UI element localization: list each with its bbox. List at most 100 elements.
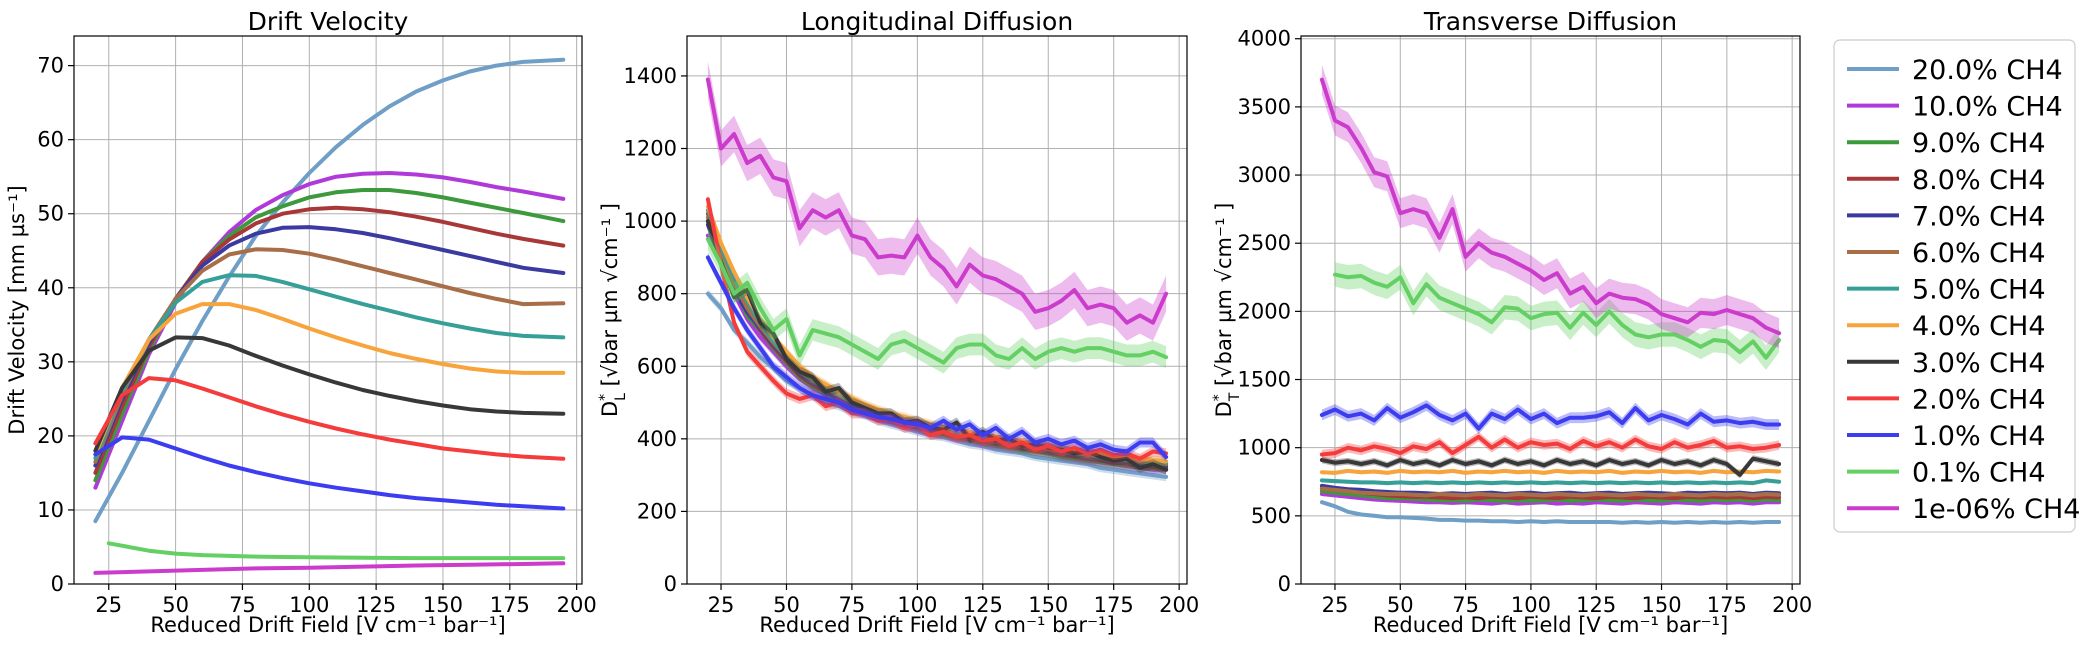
x-tick-label: 25 xyxy=(708,593,735,617)
series-line xyxy=(93,435,566,511)
legend-entry: 8.0% CH4 xyxy=(1847,165,2046,196)
series-line xyxy=(1319,434,1782,457)
legend-label: 6.0% CH4 xyxy=(1912,238,2046,269)
series-line xyxy=(93,376,566,461)
series-line xyxy=(93,273,566,461)
y-tick-label: 10 xyxy=(37,498,64,522)
y-tick-label: 30 xyxy=(37,350,64,374)
series-line xyxy=(1319,500,1782,525)
series-band xyxy=(707,289,1167,482)
y-tick-label: 200 xyxy=(637,499,677,523)
x-tick-label: 150 xyxy=(423,593,463,617)
plot-frame xyxy=(73,35,583,585)
y-tick-label: 40 xyxy=(37,276,64,300)
y-tick-label: 3000 xyxy=(1238,163,1291,187)
x-tick-label: 150 xyxy=(1028,593,1068,617)
series-line xyxy=(705,77,1169,325)
x-tick-label: 100 xyxy=(1511,593,1551,617)
y-tick-label: 600 xyxy=(637,354,677,378)
x-tick-label: 125 xyxy=(963,593,1003,617)
y-tick-label: 1400 xyxy=(624,64,677,88)
y-tick-label: 1000 xyxy=(624,209,677,233)
x-axis-label: Reduced Drift Field [V cm⁻¹ bar⁻¹] xyxy=(759,613,1114,637)
series-line xyxy=(1319,478,1782,486)
legend-entry: 1e-06% CH4 xyxy=(1847,494,2080,525)
series-line xyxy=(705,255,1169,459)
series-line xyxy=(93,561,566,575)
legend-label: 20.0% CH4 xyxy=(1912,55,2063,86)
series-line xyxy=(106,541,566,561)
legend-entry: 7.0% CH4 xyxy=(1847,201,2046,232)
legend-label: 1e-06% CH4 xyxy=(1912,494,2080,525)
x-tick-label: 75 xyxy=(839,593,866,617)
legend-entry: 3.0% CH4 xyxy=(1847,348,2046,379)
legend-entry: 9.0% CH4 xyxy=(1847,128,2046,159)
panel-title: Longitudinal Diffusion xyxy=(801,7,1073,36)
series-line xyxy=(93,225,566,468)
x-tick-label: 50 xyxy=(162,593,189,617)
y-axis-label: D*T [√bar µm √cm⁻¹ ] xyxy=(1211,203,1243,418)
series-line xyxy=(1319,77,1782,336)
legend-entry: 10.0% CH4 xyxy=(1847,92,2063,123)
x-tick-label: 125 xyxy=(356,593,396,617)
y-tick-label: 0 xyxy=(1278,572,1291,596)
legend: 20.0% CH4 10.0% CH4 9.0% CH4 8.0% CH4 7.0% C… xyxy=(1833,39,2080,533)
series-group xyxy=(93,57,566,575)
x-tick-label: 75 xyxy=(1452,593,1479,617)
series-band xyxy=(1321,455,1780,479)
legend-entry: 2.0% CH4 xyxy=(1847,384,2046,415)
legend-label: 4.0% CH4 xyxy=(1912,311,2046,342)
legend-label: 7.0% CH4 xyxy=(1912,201,2046,232)
y-tick-label: 2500 xyxy=(1238,231,1291,255)
y-axis-label: D*L [√bar µm √cm⁻¹ ] xyxy=(597,203,629,417)
x-tick-label: 175 xyxy=(1094,593,1134,617)
series-line xyxy=(93,57,566,524)
series-line xyxy=(1319,486,1782,498)
series-line xyxy=(93,247,566,464)
series-line xyxy=(1333,272,1782,360)
legend-label: 3.0% CH4 xyxy=(1912,348,2046,379)
legend-entry: 20.0% CH4 xyxy=(1847,55,2063,86)
series-line xyxy=(1319,468,1782,475)
legend-frame xyxy=(1833,39,2076,533)
series-group xyxy=(1319,64,1782,525)
panel-title: Drift Velocity xyxy=(248,7,409,36)
legend-entry: 6.0% CH4 xyxy=(1847,238,2046,269)
x-tick-label: 150 xyxy=(1641,593,1681,617)
y-tick-label: 1000 xyxy=(1238,436,1291,460)
y-tick-label: 20 xyxy=(37,424,64,448)
x-tick-label: 100 xyxy=(897,593,937,617)
legend-entry: 5.0% CH4 xyxy=(1847,275,2046,306)
x-tick-label: 125 xyxy=(1576,593,1616,617)
x-tick-label: 25 xyxy=(95,593,122,617)
series-band xyxy=(707,61,1167,341)
x-tick-label: 75 xyxy=(229,593,256,617)
y-tick-label: 1200 xyxy=(624,137,677,161)
x-tick-label: 200 xyxy=(557,593,597,617)
series-line xyxy=(1319,456,1782,477)
x-tick-label: 100 xyxy=(289,593,329,617)
x-axis-label: Reduced Drift Field [V cm⁻¹ bar⁻¹] xyxy=(1373,613,1728,637)
x-tick-label: 50 xyxy=(1387,593,1414,617)
x-tick-label: 200 xyxy=(1159,593,1199,617)
legend-entry: 4.0% CH4 xyxy=(1847,311,2046,342)
series-line xyxy=(705,197,1169,461)
plot-frame xyxy=(1300,35,1801,585)
series-band xyxy=(707,228,1167,374)
series-band xyxy=(707,252,1167,463)
transverse-diffusion-panel: Transverse Diffusion Reduced Drift Field… xyxy=(1211,7,1812,637)
y-tick-label: 0 xyxy=(664,572,677,596)
x-tick-label: 200 xyxy=(1772,593,1812,617)
legend-label: 10.0% CH4 xyxy=(1912,92,2063,123)
series-line xyxy=(1319,489,1782,503)
series-band xyxy=(1335,262,1780,370)
y-tick-label: 50 xyxy=(37,202,64,226)
y-tick-label: 500 xyxy=(1251,504,1291,528)
legend-label: 8.0% CH4 xyxy=(1912,165,2046,196)
x-tick-label: 175 xyxy=(1707,593,1747,617)
legend-label: 2.0% CH4 xyxy=(1912,384,2046,415)
series-line xyxy=(1319,403,1782,431)
legend-label: 1.0% CH4 xyxy=(1912,421,2046,452)
y-tick-label: 2000 xyxy=(1238,299,1291,323)
